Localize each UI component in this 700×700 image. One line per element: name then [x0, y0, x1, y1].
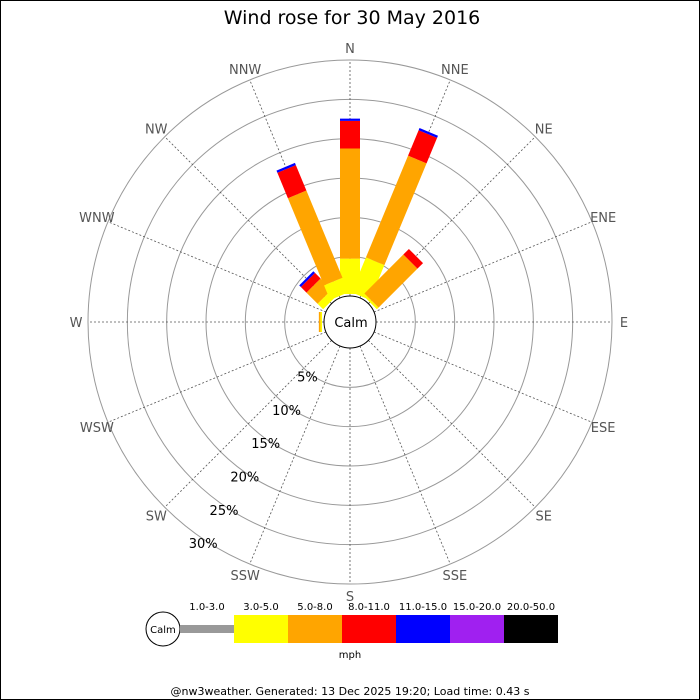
legend-bin-label: 8.0-11.0 — [348, 602, 390, 613]
legend-bin-label: 15.0-20.0 — [453, 602, 501, 613]
spoke-ssw — [249, 345, 341, 565]
spoke-sw — [164, 340, 332, 508]
radial-tick-label: 10% — [272, 404, 301, 419]
spoke-sse — [359, 345, 451, 565]
direction-label-w: W — [70, 316, 83, 331]
direction-label-nnw: NNW — [229, 63, 261, 78]
petal-w-3.0-5.0 — [320, 312, 322, 332]
legend-bin-label: 3.0-5.0 — [243, 602, 278, 613]
petal-n-8.0-11.0 — [340, 120, 360, 149]
direction-label-se: SE — [536, 510, 552, 525]
radial-tick-label: 15% — [251, 437, 280, 452]
legend-swatch-8.0-11.0 — [342, 615, 396, 643]
calm-circle — [323, 295, 377, 349]
radial-tick-label: 25% — [210, 504, 239, 519]
legend-swatch-5.0-8.0 — [288, 615, 342, 643]
radial-tick-label: 20% — [230, 470, 259, 485]
petal-nne-11.0-15.0 — [418, 128, 438, 138]
radial-tick-label: 30% — [189, 537, 218, 552]
petal-n-11.0-15.0 — [340, 118, 360, 121]
legend-swatch-20.0-50.0 — [504, 615, 558, 643]
legend-swatch-15.0-20.0 — [450, 615, 504, 643]
legend-units: mph — [339, 650, 361, 661]
legend-bin-label: 5.0-8.0 — [297, 602, 332, 613]
legend-calm-label: Calm — [150, 625, 176, 636]
petal-ne-8.0-11.0 — [403, 248, 424, 269]
grid-ring — [87, 59, 613, 585]
petal-nnw-3.0-5.0 — [324, 277, 349, 300]
petal-nne-3.0-5.0 — [351, 257, 385, 300]
spoke-ene — [373, 221, 593, 313]
direction-label-sse: SSE — [442, 569, 467, 584]
spoke-ne — [368, 136, 536, 304]
direction-label-ene: ENE — [590, 211, 616, 226]
direction-label-nne: NNE — [441, 63, 469, 78]
direction-label-sw: SW — [146, 510, 167, 525]
legend: Calm 1.0-3.0 3.0-5.0 5.0-8.0 8.0-11.0 11.0-15… — [145, 602, 558, 661]
calm-label: Calm — [334, 316, 367, 331]
direction-label-ssw: SSW — [230, 569, 260, 584]
petal-nne-5.0-8.0 — [365, 155, 427, 266]
radial-tick-labels: 5% 10% 15% 20% 25% 30% — [189, 370, 318, 552]
petal-nnw-11.0-15.0 — [276, 162, 296, 173]
spoke-wnw — [107, 221, 327, 313]
spoke-ese — [373, 331, 593, 423]
direction-labels: N NNE NE ENE E ESE SE SSE S SSW SW WSW W WNW NW NNW — [70, 42, 629, 605]
petal-nnw-8.0-11.0 — [277, 165, 307, 199]
wind-petals — [276, 118, 438, 332]
direction-label-wsw: WSW — [80, 421, 114, 436]
petal-nw-11.0-15.0 — [299, 271, 316, 288]
direction-label-ne: NE — [535, 122, 553, 137]
direction-label-e: E — [620, 316, 628, 331]
footer-text: @nw3weather. Generated: 13 Dec 2025 19:2… — [171, 685, 530, 698]
petal-nnw-5.0-8.0 — [287, 190, 343, 286]
radial-tick-label: 5% — [297, 370, 318, 385]
direction-label-ese: ESE — [591, 421, 616, 436]
legend-swatch-1.0-3.0 — [180, 625, 234, 633]
legend-swatch-3.0-5.0 — [234, 615, 288, 643]
direction-label-s: S — [346, 590, 354, 605]
petal-ne-5.0-8.0 — [364, 254, 418, 308]
direction-label-nw: NW — [145, 122, 168, 137]
legend-bin-label: 20.0-50.0 — [507, 602, 555, 613]
petal-w-5.0-8.0 — [318, 312, 321, 332]
calm-center: Calm — [323, 295, 377, 349]
petal-n-5.0-8.0 — [340, 148, 360, 259]
petal-nw-8.0-11.0 — [300, 272, 321, 293]
direction-label-n: N — [345, 42, 355, 57]
spoke-se — [368, 340, 536, 508]
chart-title: Wind rose for 30 May 2016 — [224, 7, 481, 29]
legend-swatch-11.0-15.0 — [396, 615, 450, 643]
legend-bin-label: 1.0-3.0 — [189, 602, 224, 613]
legend-bin-label: 11.0-15.0 — [399, 602, 447, 613]
spoke-nw — [164, 136, 332, 304]
petal-nne-8.0-11.0 — [408, 130, 438, 164]
spoke-wsw — [107, 331, 327, 423]
direction-label-wnw: WNW — [79, 211, 115, 226]
petal-ne-3.0-5.0 — [362, 293, 379, 310]
